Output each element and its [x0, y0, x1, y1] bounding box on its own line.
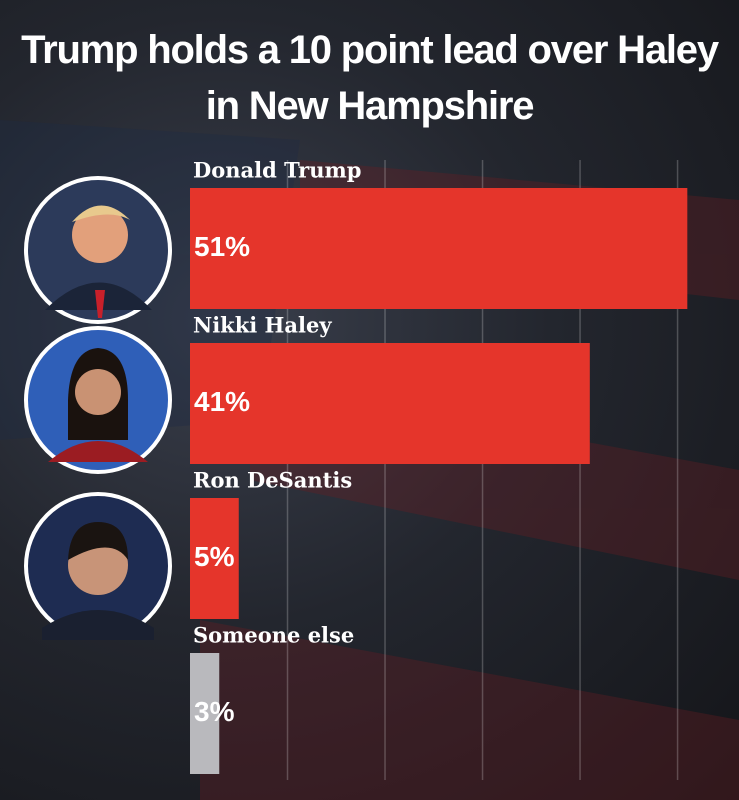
category-label: Donald Trump	[193, 158, 361, 183]
portrait-desantis	[24, 492, 172, 640]
portraits	[24, 176, 172, 640]
bar	[190, 343, 590, 464]
bar	[190, 653, 220, 774]
portrait-haley	[24, 326, 172, 474]
value-label: 51%	[194, 231, 250, 262]
category-label: Ron DeSantis	[193, 468, 352, 493]
value-label: 5%	[194, 541, 235, 572]
category-label: Someone else	[193, 623, 354, 648]
value-label: 41%	[194, 386, 250, 417]
chart-title: Trump holds a 10 point lead over Haley i…	[21, 28, 719, 128]
bar	[190, 498, 239, 619]
value-label: 3%	[194, 696, 235, 727]
category-label: Nikki Haley	[193, 313, 332, 338]
bar	[190, 188, 688, 309]
portrait-trump	[24, 176, 172, 324]
